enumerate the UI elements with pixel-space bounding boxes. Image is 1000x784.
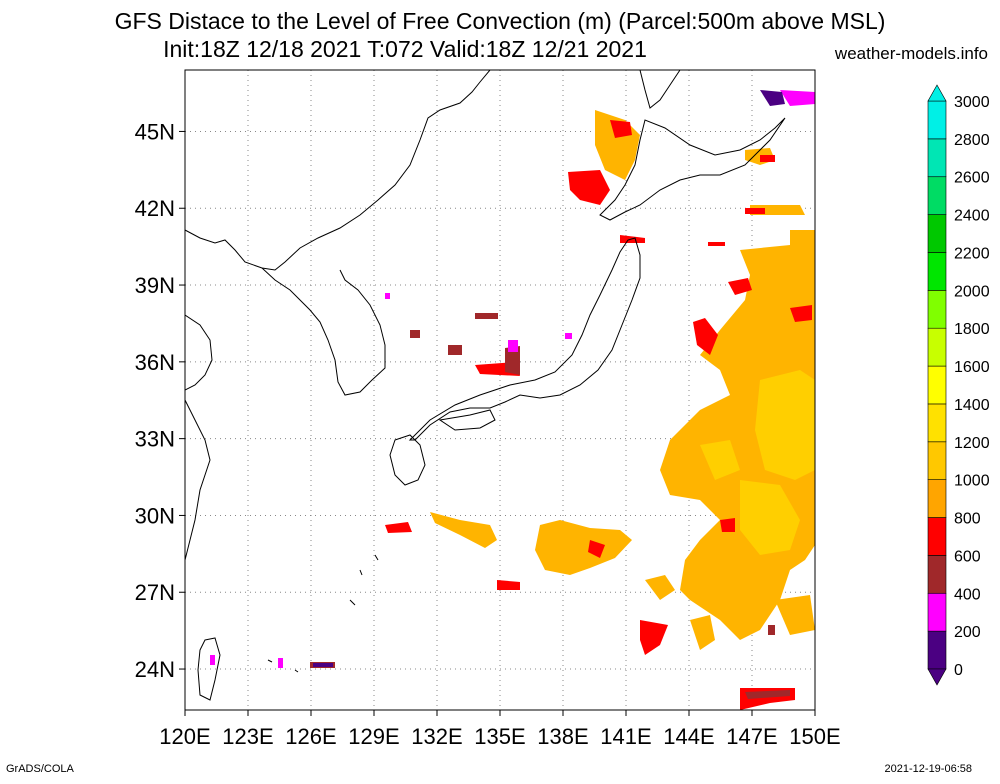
colorbar-label: 200 bbox=[954, 624, 981, 641]
colorbar-label: 3000 bbox=[954, 94, 990, 111]
colorbar-label: 400 bbox=[954, 586, 981, 603]
colorbar-swatch bbox=[927, 138, 947, 178]
colorbar-swatch bbox=[927, 403, 947, 443]
lat-tick-label: 27N bbox=[135, 580, 175, 605]
colorbar-label: 2000 bbox=[954, 283, 990, 300]
footer-right-text: 2021-12-19-06:58 bbox=[884, 763, 972, 775]
lon-tick-label: 135E bbox=[474, 724, 525, 749]
coast-kyushu bbox=[389, 434, 426, 486]
latitude-axis: 45N 42N 39N 36N 33N 30N 27N 24N bbox=[135, 119, 185, 682]
lat-tick-label: 39N bbox=[135, 273, 175, 298]
lat-tick-label: 36N bbox=[135, 350, 175, 375]
coast-shikoku bbox=[438, 409, 496, 431]
lat-tick-label: 42N bbox=[135, 196, 175, 221]
lon-tick-label: 123E bbox=[222, 724, 273, 749]
colorbar-label: 1600 bbox=[954, 359, 990, 376]
coast-china-east bbox=[185, 314, 213, 391]
lon-tick-label: 129E bbox=[348, 724, 399, 749]
colorbar-swatch bbox=[927, 517, 947, 556]
lon-tick-label: 147E bbox=[726, 724, 777, 749]
shading-brown-patches bbox=[310, 313, 790, 699]
lfc-field-shading bbox=[210, 90, 815, 710]
coast-sakhalin bbox=[639, 70, 681, 109]
lon-tick-label: 144E bbox=[663, 724, 714, 749]
lon-tick-label: 141E bbox=[600, 724, 651, 749]
lon-tick-label: 132E bbox=[411, 724, 462, 749]
lat-tick-label: 45N bbox=[135, 119, 175, 144]
colorbar-label: 2800 bbox=[954, 132, 990, 149]
coast-china-southeast bbox=[185, 399, 211, 561]
colorbar-label: 1400 bbox=[954, 397, 990, 414]
colorbar-swatch bbox=[927, 365, 947, 405]
lon-tick-label: 138E bbox=[537, 724, 588, 749]
colorbar-swatch bbox=[927, 176, 947, 215]
shading-indigo-patches bbox=[313, 90, 785, 667]
colorbar-swatch bbox=[927, 592, 947, 632]
colorbar-swatch bbox=[927, 327, 947, 367]
lon-tick-label: 126E bbox=[285, 724, 336, 749]
colorbar-swatch bbox=[927, 100, 947, 140]
coast-korea bbox=[261, 267, 386, 396]
coast-ryukyu bbox=[267, 554, 379, 673]
shading-yellow-patches bbox=[700, 370, 815, 555]
credit-text: weather-models.info bbox=[834, 44, 988, 63]
coast-honshu bbox=[408, 237, 641, 441]
colorbar-swatch bbox=[927, 479, 947, 518]
colorbar-lower-arrow bbox=[927, 668, 947, 686]
coast-taiwan bbox=[197, 637, 221, 701]
title-line-2: Init:18Z 12/18 2021 T:072 Valid:18Z 12/2… bbox=[163, 36, 647, 62]
colorbar-label: 2400 bbox=[954, 208, 990, 225]
colorbar: 0 200 400 600 800 1000 1200 1400 1600 1800 2000 220… bbox=[927, 84, 990, 686]
longitude-axis: 120E 123E 126E 129E 132E 135E 138E 141E 144E 147E… bbox=[159, 710, 841, 749]
lat-tick-label: 24N bbox=[135, 657, 175, 682]
colorbar-upper-arrow bbox=[927, 84, 947, 102]
coast-mainland bbox=[185, 70, 491, 271]
colorbar-swatch bbox=[927, 441, 947, 480]
lon-tick-label: 150E bbox=[789, 724, 840, 749]
lat-tick-label: 33N bbox=[135, 427, 175, 452]
coastlines bbox=[185, 70, 786, 701]
shading-magenta-patches bbox=[210, 90, 815, 668]
colorbar-swatch bbox=[927, 252, 947, 291]
colorbar-label: 1200 bbox=[954, 435, 990, 452]
lon-tick-label: 120E bbox=[159, 724, 210, 749]
title-line-1: GFS Distace to the Level of Free Convect… bbox=[114, 8, 886, 34]
lat-tick-label: 30N bbox=[135, 503, 175, 528]
colorbar-label: 1800 bbox=[954, 321, 990, 338]
colorbar-swatch bbox=[927, 290, 947, 329]
colorbar-label: 0 bbox=[954, 662, 963, 679]
colorbar-swatch bbox=[927, 555, 947, 594]
colorbar-label: 2200 bbox=[954, 245, 990, 262]
colorbar-label: 2600 bbox=[954, 170, 990, 187]
footer-left-text: GrADS/COLA bbox=[6, 763, 74, 775]
coast-hokkaido bbox=[599, 117, 786, 221]
colorbar-label: 1000 bbox=[954, 473, 990, 490]
colorbar-swatch bbox=[927, 630, 947, 670]
colorbar-swatch bbox=[927, 214, 947, 253]
colorbar-label: 600 bbox=[954, 548, 981, 565]
colorbar-label: 800 bbox=[954, 511, 981, 528]
